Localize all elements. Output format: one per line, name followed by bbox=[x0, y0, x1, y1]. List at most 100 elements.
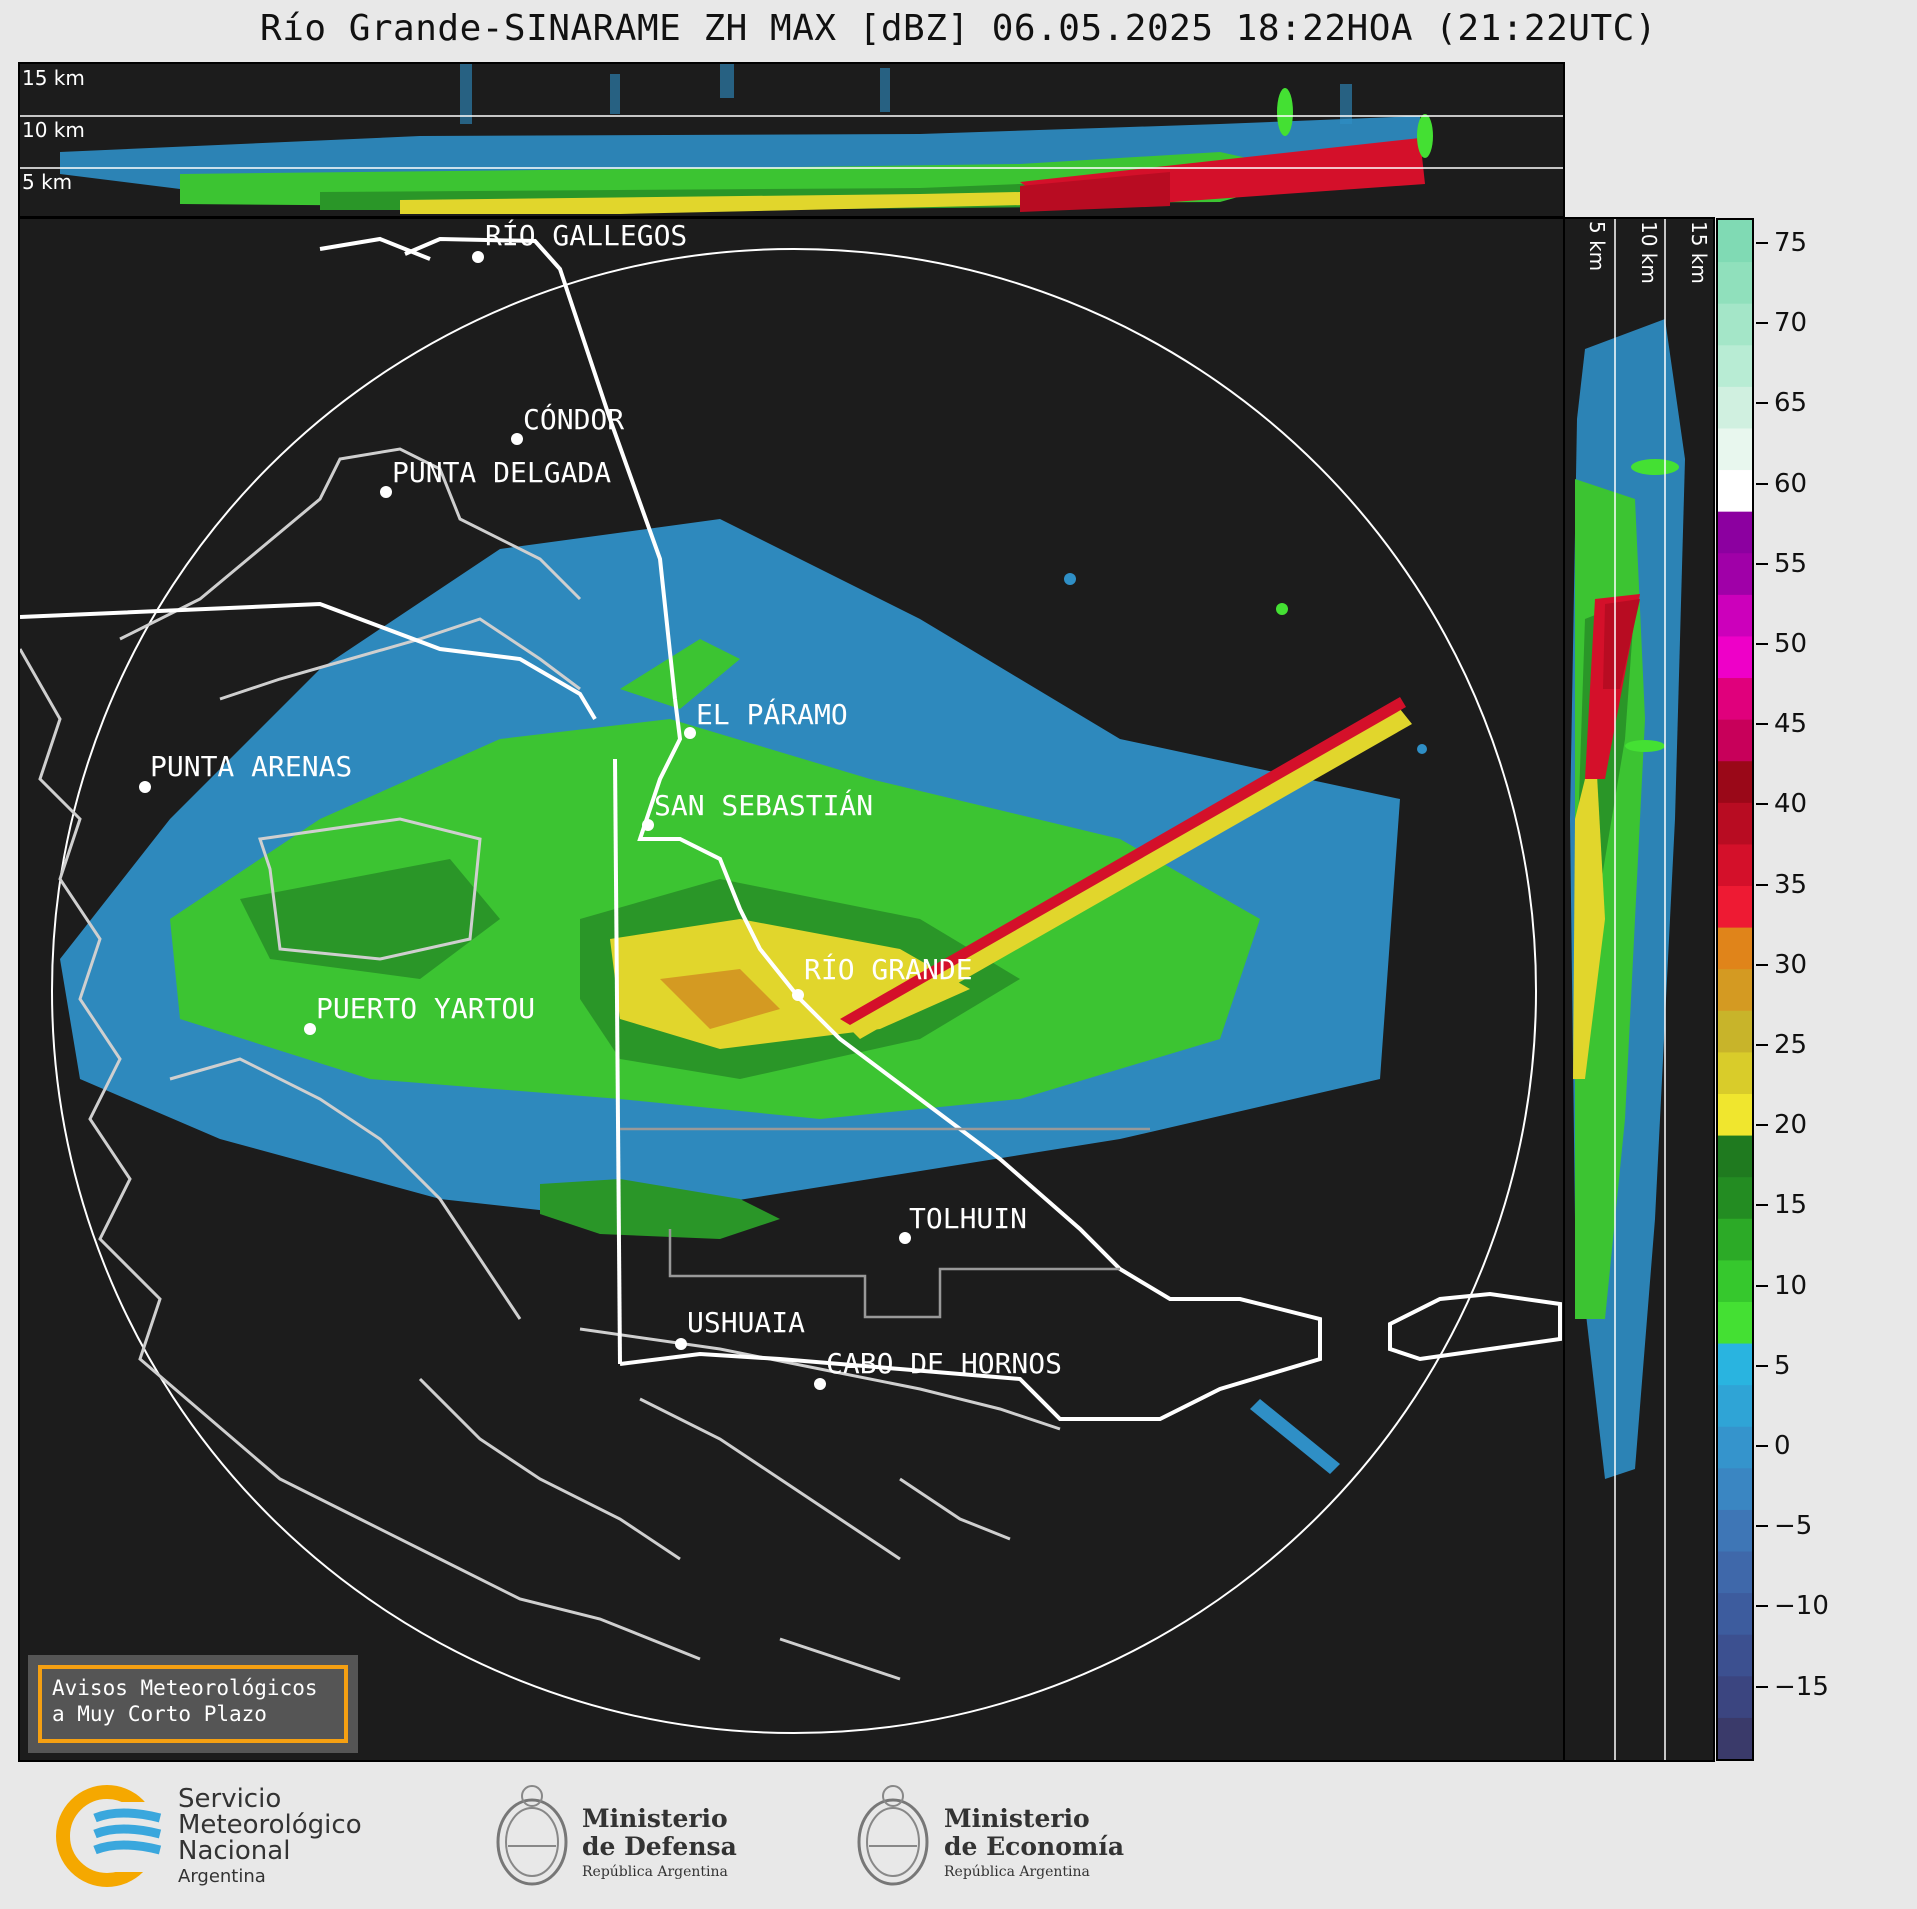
colorbar-band bbox=[1718, 802, 1752, 845]
colorbar-band bbox=[1718, 511, 1752, 554]
defensa-line-2: de Defensa bbox=[582, 1832, 737, 1861]
colorbar-gradient bbox=[1718, 220, 1752, 1759]
colorbar-tick-mark bbox=[1756, 723, 1768, 726]
map-title: Río Grande-SINARAME ZH MAX [dBZ] 06.05.2… bbox=[260, 8, 1657, 49]
colorbar-band bbox=[1718, 261, 1752, 304]
dbz-colorbar bbox=[1716, 218, 1754, 1761]
colorbar-tick-label: 70 bbox=[1774, 308, 1808, 339]
colorbar-band bbox=[1718, 968, 1752, 1011]
colorbar-band bbox=[1718, 220, 1752, 263]
colorbar-band bbox=[1718, 386, 1752, 429]
right-label-5km: 5 km bbox=[1585, 221, 1609, 272]
colorbar-tick-mark bbox=[1756, 1204, 1768, 1207]
colorbar-tick-mark bbox=[1756, 562, 1768, 565]
city-label-el-paramo: EL PÁRAMO bbox=[696, 698, 848, 731]
top-label-5km: 5 km bbox=[22, 170, 73, 194]
colorbar-tick-label: 35 bbox=[1774, 869, 1808, 900]
colorbar-band bbox=[1718, 1426, 1752, 1469]
right-label-15km: 15 km bbox=[1687, 221, 1711, 284]
city-label-puerto-yartou: PUERTO YARTOU bbox=[316, 992, 536, 1025]
right-cross-section-panel: 5 km 10 km 15 km bbox=[1563, 217, 1715, 1762]
colorbar-tick-label: 15 bbox=[1774, 1190, 1808, 1221]
colorbar-tick-mark bbox=[1756, 242, 1768, 244]
colorbar-band bbox=[1718, 1675, 1752, 1718]
colorbar-band bbox=[1718, 1301, 1752, 1344]
colorbar-band bbox=[1718, 1343, 1752, 1386]
colorbar-band bbox=[1718, 1093, 1752, 1136]
colorbar-tick-label: 50 bbox=[1774, 629, 1808, 659]
colorbar-tick-label: −10 bbox=[1774, 1591, 1829, 1622]
colorbar-band bbox=[1718, 1551, 1752, 1594]
smn-logo-icon bbox=[56, 1785, 162, 1887]
city-label-punta-arenas: PUNTA ARENAS bbox=[150, 750, 353, 783]
colorbar-tick-mark bbox=[1756, 322, 1768, 325]
colorbar-band bbox=[1718, 1010, 1752, 1053]
radar-map bbox=[20, 236, 1562, 1734]
colorbar-tick-mark bbox=[1756, 803, 1768, 806]
colorbar-tick-label: 75 bbox=[1774, 228, 1808, 258]
department-lines bbox=[620, 1127, 1150, 1319]
economia-line-2: de Economía bbox=[944, 1832, 1125, 1861]
colorbar-tick-label: 30 bbox=[1774, 949, 1808, 980]
city-label-san-sebastian: SAN SEBASTIÁN bbox=[654, 789, 874, 822]
colorbar-band bbox=[1718, 344, 1752, 387]
colorbar-tick-label: 10 bbox=[1774, 1270, 1808, 1301]
colorbar-tick-mark bbox=[1756, 963, 1768, 966]
colorbar-band bbox=[1718, 303, 1752, 346]
colorbar-tick-mark bbox=[1756, 402, 1768, 405]
colorbar-band bbox=[1718, 1592, 1752, 1635]
city-label-rio-gallegos: RÍO GALLEGOS bbox=[485, 219, 688, 252]
defensa-line-1: Ministerio bbox=[582, 1804, 728, 1833]
colorbar-tick-mark bbox=[1756, 482, 1768, 485]
top-cross-section-panel: 15 km 10 km 5 km bbox=[18, 62, 1565, 218]
top-label-10km: 10 km bbox=[22, 118, 85, 142]
colorbar-band bbox=[1718, 552, 1752, 595]
top-cross-section-plot bbox=[20, 64, 1563, 214]
colorbar-band bbox=[1718, 885, 1752, 928]
top-label-15km: 15 km bbox=[22, 66, 85, 90]
smn-line-4: Argentina bbox=[178, 1866, 266, 1887]
colorbar-band bbox=[1718, 469, 1752, 512]
smn-line-1: Servicio bbox=[178, 1784, 282, 1814]
city-label-cabo-de-hornos: CABO DE HORNOS bbox=[826, 1347, 1063, 1380]
city-label-punta-delgada: PUNTA DELGADA bbox=[392, 456, 612, 489]
colorbar-band bbox=[1718, 1384, 1752, 1427]
colorbar-tick-label: 65 bbox=[1774, 388, 1808, 419]
colorbar-tick-label: −5 bbox=[1774, 1511, 1813, 1542]
colorbar-band bbox=[1718, 1467, 1752, 1510]
logo-graphics bbox=[56, 1785, 929, 1887]
city-label-ushuaia: USHUAIA bbox=[687, 1306, 806, 1339]
smn-line-3: Nacional bbox=[178, 1836, 291, 1866]
colorbar-tick-label: 60 bbox=[1774, 468, 1808, 499]
colorbar-tick-label: 0 bbox=[1774, 1431, 1791, 1461]
colorbar-band bbox=[1718, 1051, 1752, 1094]
economia-seal-icon bbox=[857, 1785, 929, 1886]
city-label-tolhuin: TOLHUIN bbox=[909, 1202, 1028, 1235]
colorbar-tick-mark bbox=[1756, 1605, 1768, 1608]
colorbar-tick-mark bbox=[1756, 1445, 1768, 1447]
colorbar-tick-label: −15 bbox=[1774, 1671, 1829, 1702]
colorbar-tick-mark bbox=[1756, 643, 1768, 645]
border-lines bbox=[20, 236, 1562, 1421]
colorbar-band bbox=[1718, 1135, 1752, 1178]
colorbar-band bbox=[1718, 677, 1752, 720]
colorbar-tick-label: 40 bbox=[1774, 789, 1808, 820]
colorbar-tick-mark bbox=[1756, 883, 1768, 886]
colorbar-band bbox=[1718, 1218, 1752, 1261]
colorbar-tick-label: 25 bbox=[1774, 1030, 1808, 1060]
range-ring bbox=[51, 248, 1537, 1734]
colorbar-band bbox=[1718, 1259, 1752, 1302]
colorbar-band bbox=[1718, 927, 1752, 970]
colorbar-band bbox=[1718, 594, 1752, 637]
colorbar-band bbox=[1718, 1634, 1752, 1677]
colorbar-band bbox=[1718, 427, 1752, 471]
economia-line-3: República Argentina bbox=[944, 1864, 1090, 1880]
colorbar-band bbox=[1718, 843, 1752, 887]
city-label-condor: CÓNDOR bbox=[523, 403, 625, 436]
colorbar-band bbox=[1718, 719, 1752, 762]
city-markers bbox=[139, 251, 911, 1390]
defensa-line-3: República Argentina bbox=[582, 1864, 728, 1880]
colorbar-tick-mark bbox=[1756, 1284, 1768, 1287]
colorbar-tick-mark bbox=[1756, 1364, 1768, 1367]
colorbar-band bbox=[1718, 1509, 1752, 1552]
